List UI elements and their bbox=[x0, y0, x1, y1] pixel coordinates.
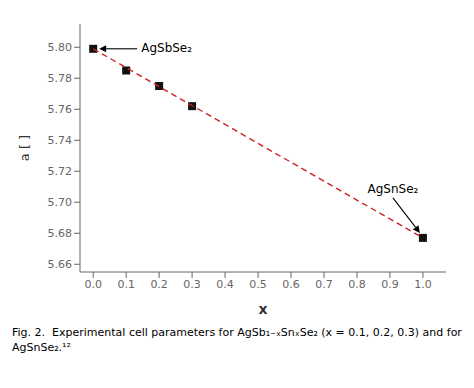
svg-text:0.7: 0.7 bbox=[315, 278, 333, 291]
svg-text:5.80: 5.80 bbox=[48, 41, 73, 54]
svg-text:0.5: 0.5 bbox=[249, 278, 267, 291]
svg-text:x: x bbox=[258, 301, 267, 317]
svg-text:5.70: 5.70 bbox=[48, 196, 73, 209]
svg-text:5.66: 5.66 bbox=[48, 258, 73, 271]
svg-text:5.78: 5.78 bbox=[48, 72, 73, 85]
svg-text:5.72: 5.72 bbox=[48, 165, 73, 178]
svg-text:5.68: 5.68 bbox=[48, 227, 73, 240]
svg-text:a [ ]: a [ ] bbox=[17, 135, 32, 161]
svg-text:0.2: 0.2 bbox=[150, 278, 168, 291]
svg-text:AgSbSe₂: AgSbSe₂ bbox=[141, 41, 192, 55]
svg-text:5.74: 5.74 bbox=[48, 134, 73, 147]
svg-text:0.6: 0.6 bbox=[282, 278, 300, 291]
html-text:Fig. 2. Experimental cell para: Fig. 2. Experimental cell parameters for… bbox=[12, 326, 466, 354]
svg-text:0.4: 0.4 bbox=[216, 278, 234, 291]
svg-text:0.1: 0.1 bbox=[117, 278, 135, 291]
svg-text:AgSnSe₂: AgSnSe₂ bbox=[367, 182, 418, 196]
svg-text:0.0: 0.0 bbox=[84, 278, 102, 291]
svg-text:1.0: 1.0 bbox=[414, 278, 432, 291]
svg-text:5.76: 5.76 bbox=[48, 103, 73, 116]
svg-text:0.9: 0.9 bbox=[381, 278, 399, 291]
svg-text:0.3: 0.3 bbox=[183, 278, 201, 291]
svg-text:0.8: 0.8 bbox=[348, 278, 366, 291]
